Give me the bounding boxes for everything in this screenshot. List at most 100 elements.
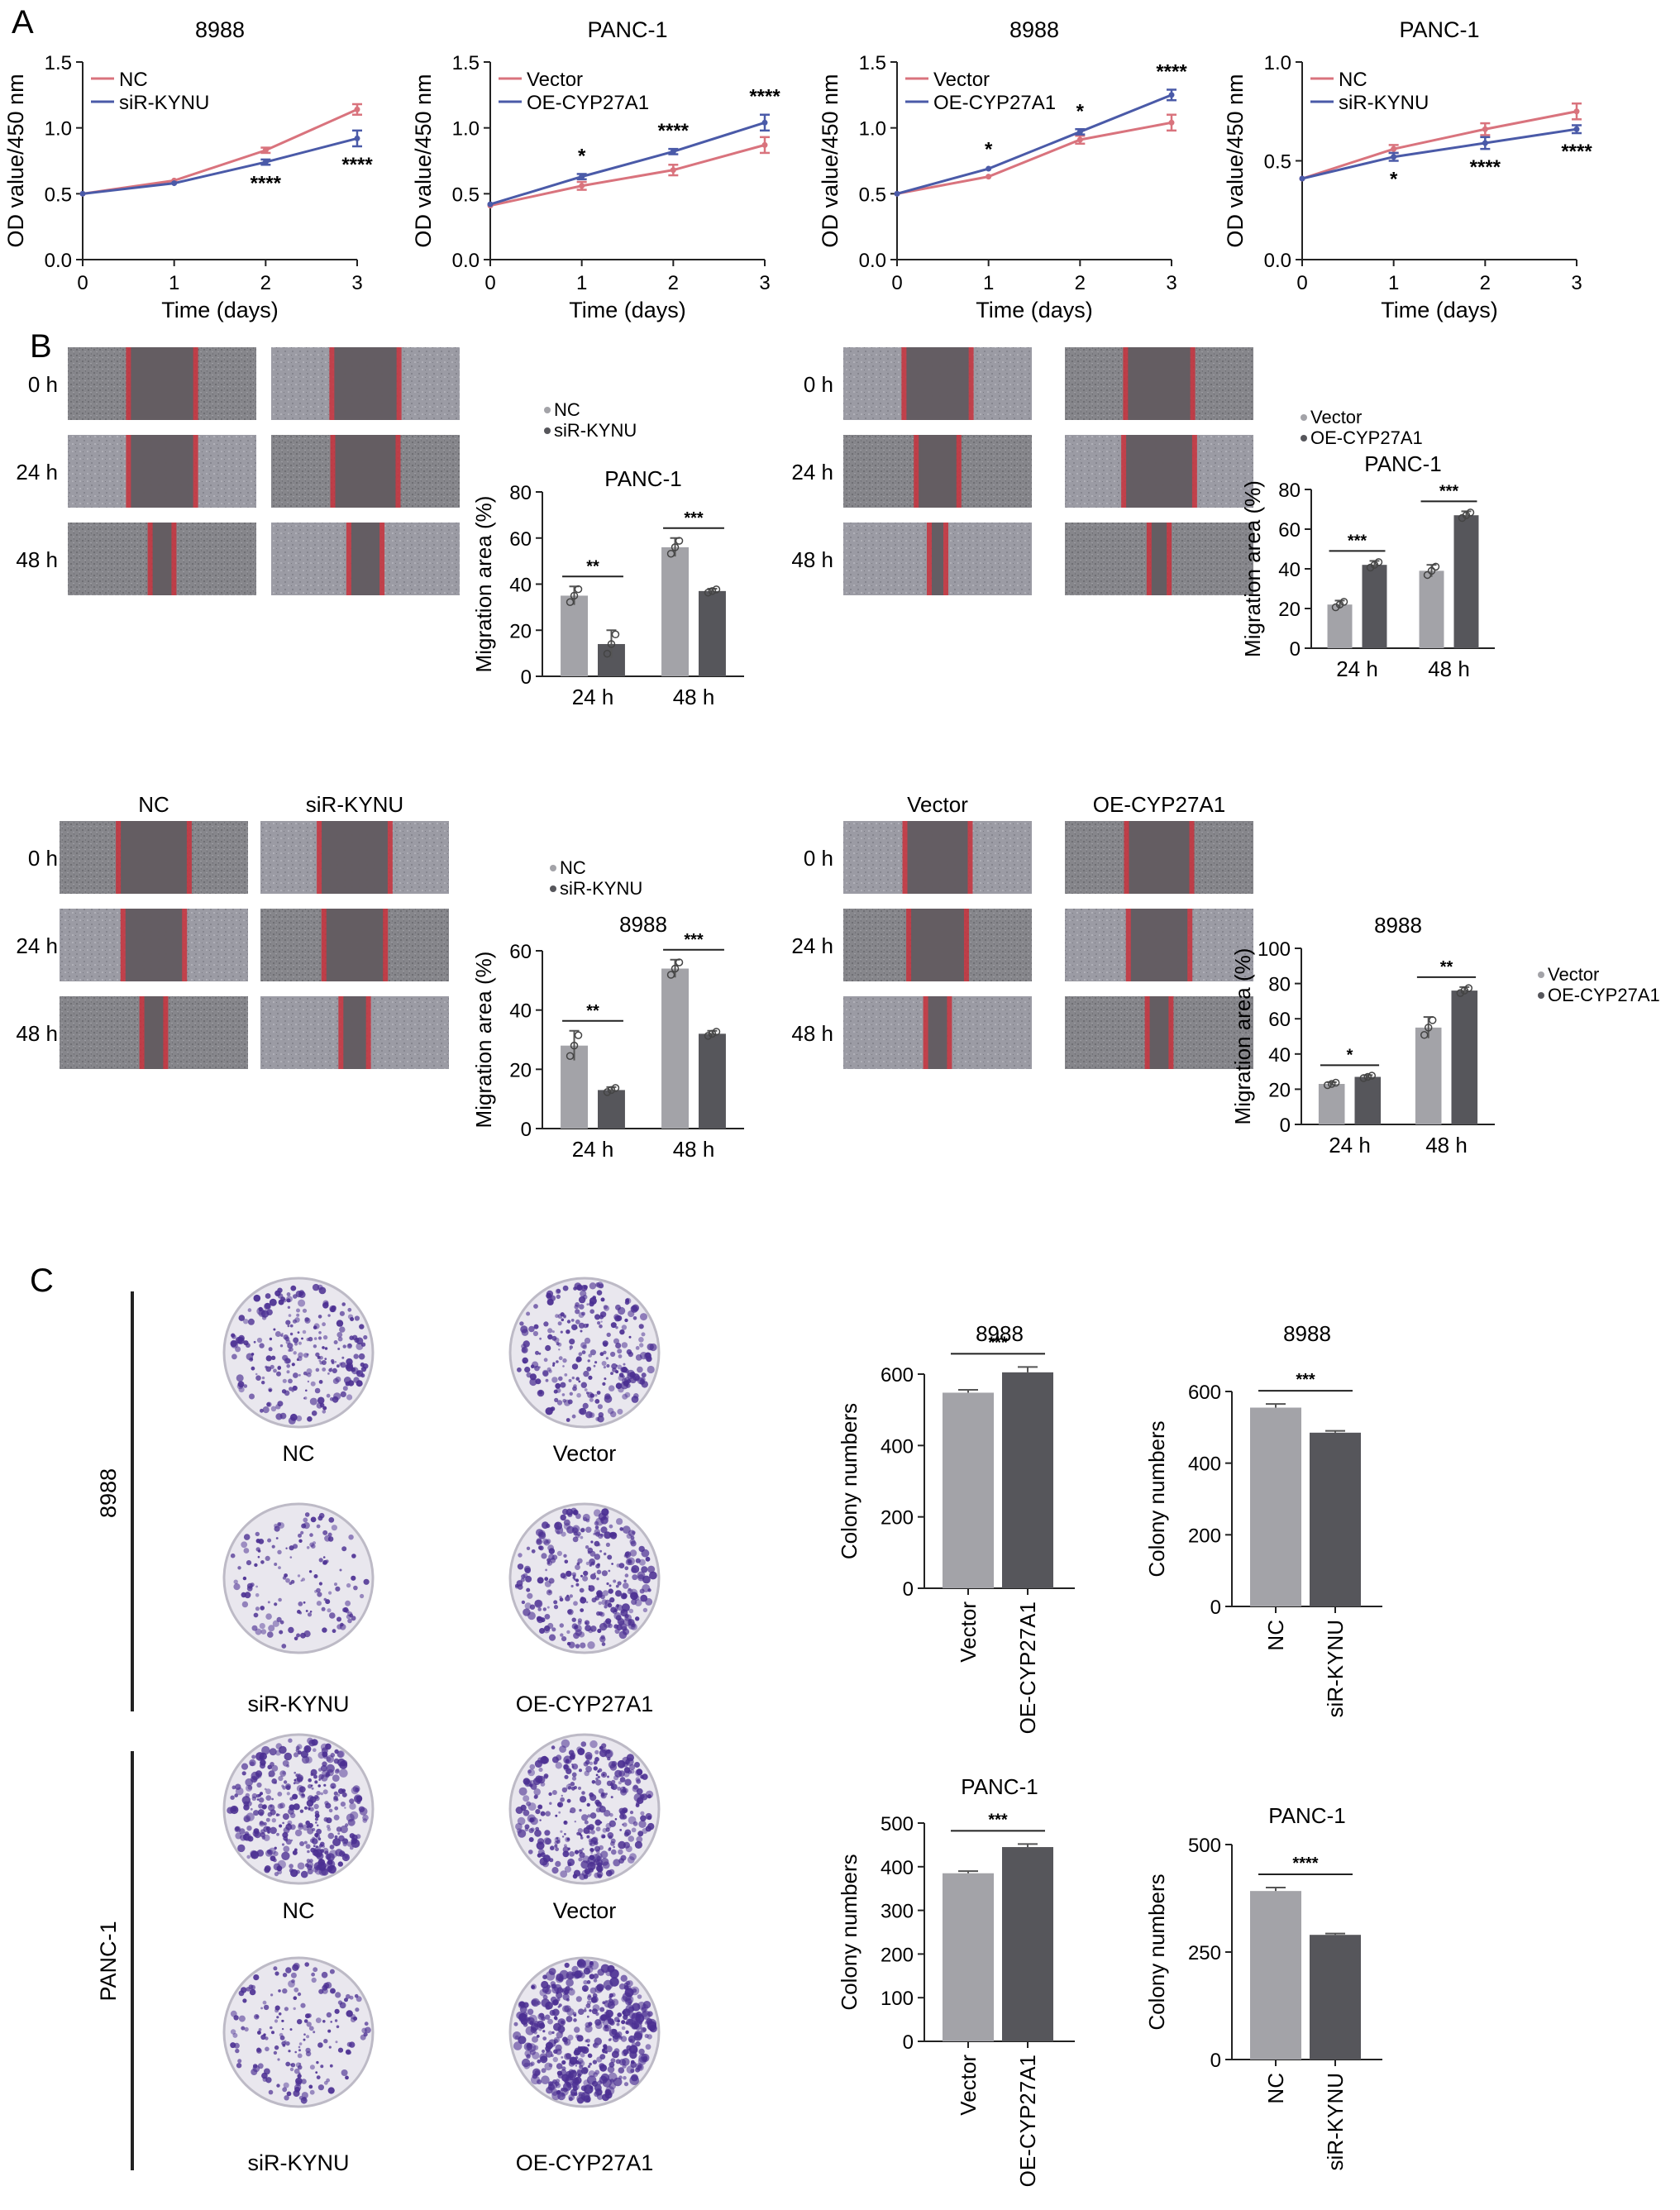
significance-stars: **** (658, 120, 690, 142)
colony-dot (283, 2082, 289, 2088)
colony-dot (587, 1862, 596, 1871)
colony-dot (597, 1415, 604, 1423)
colony-dot (299, 1841, 305, 1846)
colony-dot (287, 1822, 291, 1826)
chart-title: PANC-1 (1268, 1803, 1345, 1828)
y-tick-label: 40 (1268, 1044, 1291, 1067)
colony-dot (578, 2092, 582, 2096)
colony-dot (603, 2044, 608, 2049)
colony-dot (252, 2064, 258, 2069)
colony-dot (539, 2053, 547, 2061)
colony-dot (332, 1629, 336, 1634)
colony-dot (545, 1811, 551, 1816)
colony-dot (542, 1986, 549, 1993)
bar-Vector (1419, 570, 1444, 648)
row-label: PANC-1 (96, 1921, 121, 2001)
colony-dot (351, 1575, 356, 1581)
colony-dot (623, 1841, 630, 1849)
y-axis-label: OD value/450 nm (3, 74, 28, 247)
colony-dot (274, 1525, 280, 1532)
colony-dot (243, 1340, 249, 1346)
colony-dot (347, 1314, 354, 1320)
colony-dot (347, 1307, 352, 1312)
colony-dot (233, 1579, 238, 1584)
colony-dot (327, 1827, 332, 1831)
colony-dot (530, 1364, 535, 1368)
colony-dot (305, 1610, 308, 1612)
colony-dot (293, 1337, 299, 1344)
y-tick-label: 0.5 (452, 184, 480, 206)
colony-dot (624, 1778, 632, 1786)
colony-dot (324, 1535, 331, 1542)
colony-dot (543, 1773, 549, 1778)
colony-dot (567, 1847, 570, 1850)
colony-dot (580, 1860, 589, 1869)
replicate-point (1339, 598, 1348, 606)
colony-dot (258, 1797, 265, 1803)
colony-dot (608, 1569, 611, 1573)
data-point (354, 135, 360, 141)
colony-dot (596, 1592, 603, 1598)
chart-title: PANC-1 (587, 17, 667, 42)
colony-dot (555, 1814, 558, 1817)
colony-dot (540, 1811, 546, 1816)
colony-dot (562, 1575, 567, 1580)
colony-dot (273, 2050, 278, 2055)
colony-dot (552, 2056, 558, 2063)
colony-dot (556, 1387, 561, 1393)
colony-dot (528, 1325, 535, 1333)
replicate-point (1374, 558, 1383, 566)
colony-dot (604, 2000, 608, 2003)
colony-dot (275, 1749, 281, 1756)
colony-dot (597, 2080, 603, 2086)
colony-dot (561, 1393, 566, 1396)
colony-dot (583, 1285, 588, 1290)
colony-dot (517, 1563, 524, 1570)
significance-stars: **** (749, 86, 780, 108)
category-label: 48 h (1428, 656, 1470, 681)
y-tick-label: 0.5 (45, 184, 72, 206)
colony-dot (277, 1522, 282, 1526)
colony-dot (560, 1573, 566, 1579)
colony-dot (589, 1960, 599, 1970)
colony-dot (568, 2060, 575, 2067)
time-label: 48 h (791, 547, 833, 572)
colony-dot (613, 1338, 619, 1344)
colony-dot (579, 1873, 586, 1880)
colony-dot (561, 2031, 564, 2035)
colony-dot (268, 1347, 273, 1352)
colony-dot (255, 1606, 260, 1611)
colony-dot (623, 1582, 629, 1589)
colony-dot (518, 1553, 523, 1558)
colony-dot (537, 1775, 546, 1784)
colony-dot (344, 1854, 349, 1859)
colony-dot (542, 1370, 549, 1377)
colony-dot (347, 1343, 352, 1348)
colony-dot (609, 1847, 612, 1850)
colony-dot (642, 2001, 651, 2009)
colony-dot (270, 1855, 276, 1862)
colony-dot (576, 2035, 584, 2042)
colony-dot (607, 1756, 611, 1761)
legend-label: siR-KYNU (119, 92, 209, 114)
y-tick-label: 0 (1210, 1597, 1221, 1619)
colony-dot (233, 1583, 241, 1591)
colony-dot (594, 1872, 600, 1878)
colony-dot (289, 1332, 294, 1336)
replicate-point (708, 587, 717, 595)
data-point (894, 190, 900, 197)
colony-dot (606, 1363, 610, 1368)
colony-dot (532, 2051, 540, 2060)
colony-dot (304, 1962, 310, 1967)
colony-dot (640, 2026, 647, 2033)
colony-dot (527, 2008, 534, 2016)
colony-dot (596, 2093, 604, 2100)
colony-dot (631, 2021, 640, 2030)
colony-dot (634, 1762, 640, 1768)
colony-dot (230, 2029, 236, 2035)
colony-dot (533, 2031, 537, 2035)
replicate-point (570, 1041, 579, 1050)
